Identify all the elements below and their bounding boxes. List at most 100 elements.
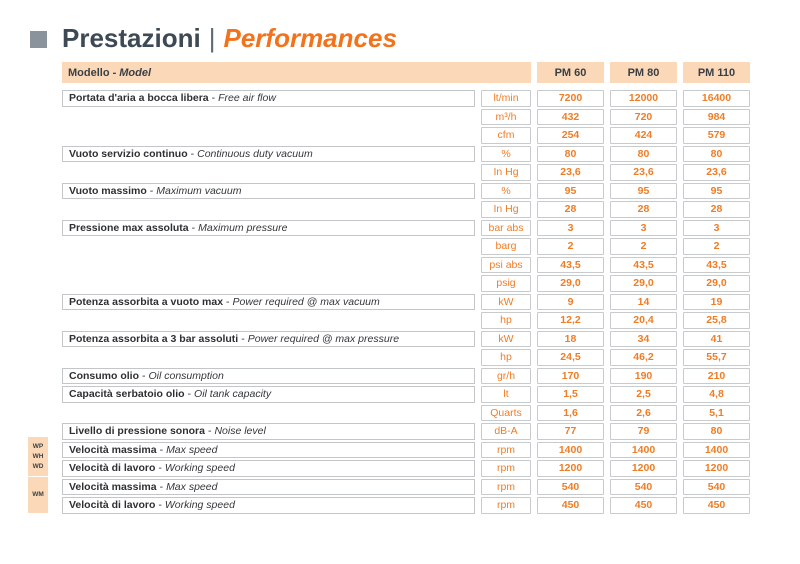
value-cell-pm80: 2,5	[610, 386, 677, 403]
row-label-italian: Velocità di lavoro	[69, 499, 156, 512]
model-label-english: Model	[119, 66, 152, 79]
row-label-english: Maximum vacuum	[156, 184, 242, 197]
row-label: Velocità massima - Max speed	[62, 478, 475, 495]
value-cell-pm60: 28	[537, 201, 604, 218]
page-title: Prestazioni | Performances	[62, 24, 397, 52]
row-label-italian: Vuoto massimo	[69, 184, 147, 197]
value-cell-pm80: 720	[610, 108, 677, 125]
value-cell-pm80: 29,0	[610, 275, 677, 292]
value-cell-pm110: 29,0	[683, 275, 750, 292]
row-label: Pressione max assoluta - Maximum pressur…	[62, 219, 475, 236]
row-label-english: Free air flow	[218, 92, 276, 105]
row-label-dash: -	[142, 369, 146, 382]
value-cell-pm80: 20,4	[610, 312, 677, 329]
value-cell-pm80: 46,2	[610, 349, 677, 366]
value-cell-pm60: 170	[537, 367, 604, 384]
row-label-dash: -	[211, 92, 216, 105]
value-cell-pm80: 2	[610, 238, 677, 255]
unit-cell: %	[481, 182, 531, 199]
value-cell-pm60: 9	[537, 293, 604, 310]
row-label: Velocità massima - Max speed	[62, 441, 475, 458]
row-label-english: Oil tank capacity	[194, 388, 272, 401]
row-label-english: Oil consumption	[148, 369, 224, 382]
row-label-italian: Livello di pressione sonora	[69, 425, 205, 438]
table-row: - hp 24,5 46,2 55,7	[62, 349, 750, 366]
unit-cell: In Hg	[481, 164, 531, 181]
value-cell-pm80: 190	[610, 367, 677, 384]
table-row: - cfm 254 424 579	[62, 127, 750, 144]
unit-cell: cfm	[481, 127, 531, 144]
table-row: Potenza assorbita a 3 bar assoluti - Pow…	[62, 330, 750, 347]
value-cell-pm60: 1,6	[537, 404, 604, 421]
row-label-dash: -	[187, 388, 192, 401]
value-cell-pm80: 1200	[610, 460, 677, 477]
value-cell-pm110: 16400	[683, 90, 750, 107]
unit-cell: rpm	[481, 460, 531, 477]
unit-cell: barg	[481, 238, 531, 255]
row-label-italian: Potenza assorbita a 3 bar assoluti	[69, 332, 239, 345]
table-row: - m³/h 432 720 984	[62, 108, 750, 125]
value-cell-pm80: 79	[610, 423, 677, 440]
unit-cell: bar abs	[481, 219, 531, 236]
row-label-dash: -	[226, 295, 230, 308]
value-cell-pm110: 43,5	[683, 256, 750, 273]
value-cell-pm60: 18	[537, 330, 604, 347]
title-separator: |	[208, 23, 216, 53]
page-title-english: Performances	[223, 23, 397, 53]
value-cell-pm60: 12,2	[537, 312, 604, 329]
model-header-cell: Modello - Model	[62, 62, 531, 83]
row-label: Potenza assorbita a 3 bar assoluti - Pow…	[62, 330, 475, 347]
value-cell-pm80: 1400	[610, 441, 677, 458]
table-row: Vuoto massimo - Maximum vacuum % 95 95 9…	[62, 182, 750, 199]
table-row: Vuoto servizio continuo - Continuous dut…	[62, 145, 750, 162]
unit-cell: dB-A	[481, 423, 531, 440]
row-label-dash: -	[158, 499, 162, 512]
table-row: - Quarts 1,6 2,6 5,1	[62, 404, 750, 421]
value-cell-pm60: 450	[537, 497, 604, 514]
side-marker-wm: WM	[28, 477, 48, 513]
row-label-italian: Portata d'aria a bocca libera	[69, 92, 209, 105]
row-label-english: Continuous duty vacuum	[197, 147, 313, 160]
table-row: - hp 12,2 20,4 25,8	[62, 312, 750, 329]
column-header-pm110: PM 110	[683, 62, 750, 83]
value-cell-pm110: 4,8	[683, 386, 750, 403]
table-row: Consumo olio - Oil consumption gr/h 170 …	[62, 367, 750, 384]
table-row: - In Hg 23,6 23,6 23,6	[62, 164, 750, 181]
row-label-italian: Potenza assorbita a vuoto max	[69, 295, 224, 308]
value-cell-pm80: 34	[610, 330, 677, 347]
row-label-english: Max speed	[166, 443, 218, 456]
row-label-english: Working speed	[164, 499, 235, 512]
value-cell-pm110: 1400	[683, 441, 750, 458]
value-cell-pm60: 43,5	[537, 256, 604, 273]
row-label-italian: Velocità massima	[69, 443, 157, 456]
value-cell-pm80: 3	[610, 219, 677, 236]
value-cell-pm80: 43,5	[610, 256, 677, 273]
row-label-italian: Velocità di lavoro	[69, 462, 156, 475]
value-cell-pm80: 23,6	[610, 164, 677, 181]
side-marker-wp-wh-wd: WP WH WD	[28, 437, 48, 476]
section-bullet-square	[30, 31, 47, 48]
unit-cell: psig	[481, 275, 531, 292]
page-title-italian: Prestazioni	[62, 23, 201, 53]
table-row: Pressione max assoluta - Maximum pressur…	[62, 219, 750, 236]
table-row: - psi abs 43,5 43,5 43,5	[62, 256, 750, 273]
unit-cell: kW	[481, 330, 531, 347]
value-cell-pm60: 432	[537, 108, 604, 125]
value-cell-pm60: 24,5	[537, 349, 604, 366]
table-row: Potenza assorbita a vuoto max - Power re…	[62, 293, 750, 310]
table-row: Velocità massima - Max speed rpm 1400 14…	[62, 441, 750, 458]
value-cell-pm110: 450	[683, 497, 750, 514]
row-label: Livello di pressione sonora - Noise leve…	[62, 423, 475, 440]
row-label-english: Working speed	[164, 462, 235, 475]
value-cell-pm60: 80	[537, 145, 604, 162]
row-label-dash: -	[159, 443, 164, 456]
row-label-english: Noise level	[214, 425, 266, 438]
value-cell-pm80: 450	[610, 497, 677, 514]
unit-cell: m³/h	[481, 108, 531, 125]
table-row: Livello di pressione sonora - Noise leve…	[62, 423, 750, 440]
column-header-pm80: PM 80	[610, 62, 677, 83]
row-label-english: Maximum pressure	[198, 221, 288, 234]
value-cell-pm110: 3	[683, 219, 750, 236]
value-cell-pm80: 95	[610, 182, 677, 199]
value-cell-pm110: 1200	[683, 460, 750, 477]
